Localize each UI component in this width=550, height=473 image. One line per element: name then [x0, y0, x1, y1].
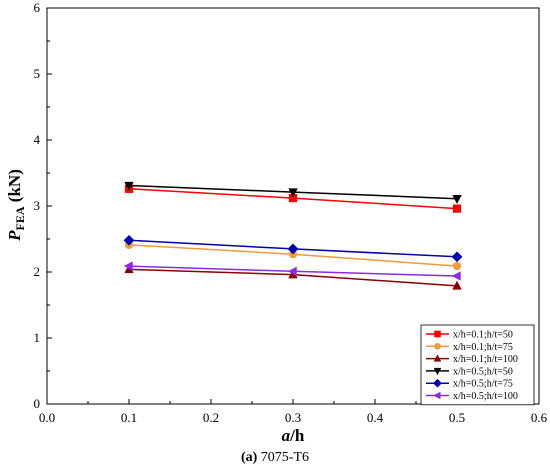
data-point: [123, 261, 133, 271]
y-tick-label: 2: [34, 264, 41, 279]
legend-label: x/h=0.1;h/t=75: [453, 342, 513, 353]
legend-marker: [434, 330, 441, 338]
figure-caption: (a) 7075-T6: [240, 450, 310, 465]
legend-label: x/h=0.1;h/t=100: [453, 354, 518, 365]
legend-entry: x/h=0.1;h/t=75: [426, 342, 513, 353]
legend-marker: [433, 391, 441, 400]
data-point: [287, 266, 297, 277]
legend-label: x/h=0.1;h/t=50: [453, 330, 513, 341]
legend-marker: [434, 342, 441, 350]
legend: x/h=0.1;h/t=50x/h=0.1;h/t=75x/h=0.1;h/t=…: [420, 324, 535, 406]
legend-box: [420, 324, 535, 406]
series-layer: [123, 181, 463, 290]
y-tick-label: 1: [34, 330, 41, 345]
y-tick-label: 5: [34, 66, 41, 81]
x-axis-label: a/h: [282, 426, 305, 445]
data-point: [287, 243, 299, 255]
data-point: [452, 195, 462, 204]
x-tick-label: 0.1: [121, 410, 137, 425]
x-tick-label: 0.0: [39, 410, 55, 425]
legend-entry: x/h=0.5;h/t=50: [426, 366, 513, 377]
legend-label: x/h=0.5;h/t=50: [453, 366, 513, 377]
y-tick-label: 4: [34, 132, 41, 147]
legend-entry: x/h=0.5;h/t=75: [426, 379, 513, 390]
series-5: [123, 234, 463, 263]
legend-entry: x/h=0.1;h/t=100: [426, 354, 518, 365]
x-tick-label: 0.3: [285, 410, 301, 425]
data-point: [288, 188, 298, 198]
x-tick-label: 0.4: [367, 410, 384, 425]
legend-entry: x/h=0.5;h/t=100: [426, 391, 518, 402]
y-axis-label: PFEA (kN): [5, 169, 27, 242]
data-point: [452, 204, 462, 213]
legend-label: x/h=0.5;h/t=75: [453, 379, 513, 390]
y-tick-label: 0: [34, 396, 41, 411]
data-point: [451, 251, 463, 263]
x-ticks: 0.0 0.1 0.2 0.3 0.4 0.5 0.6: [39, 399, 548, 425]
series-4: [124, 181, 462, 204]
y-tick-label: 6: [34, 0, 41, 15]
data-point: [124, 181, 134, 191]
data-point: [452, 280, 462, 290]
data-point: [452, 261, 462, 271]
data-point: [123, 234, 135, 246]
data-point: [451, 271, 461, 281]
x-tick-label: 0.2: [203, 410, 219, 425]
series-6: [123, 261, 461, 281]
legend-marker: [433, 378, 442, 388]
x-tick-label: 0.6: [531, 410, 548, 425]
legend-marker: [433, 354, 442, 362]
y-tick-label: 3: [34, 198, 41, 213]
y-ticks: 0 1 2 3 4 5 6: [34, 0, 52, 411]
legend-label: x/h=0.5;h/t=100: [453, 391, 518, 402]
x-tick-label: 0.5: [449, 410, 465, 425]
legend-marker: [433, 367, 442, 376]
legend-entry: x/h=0.1;h/t=50: [426, 330, 513, 341]
series-3: [124, 264, 462, 290]
